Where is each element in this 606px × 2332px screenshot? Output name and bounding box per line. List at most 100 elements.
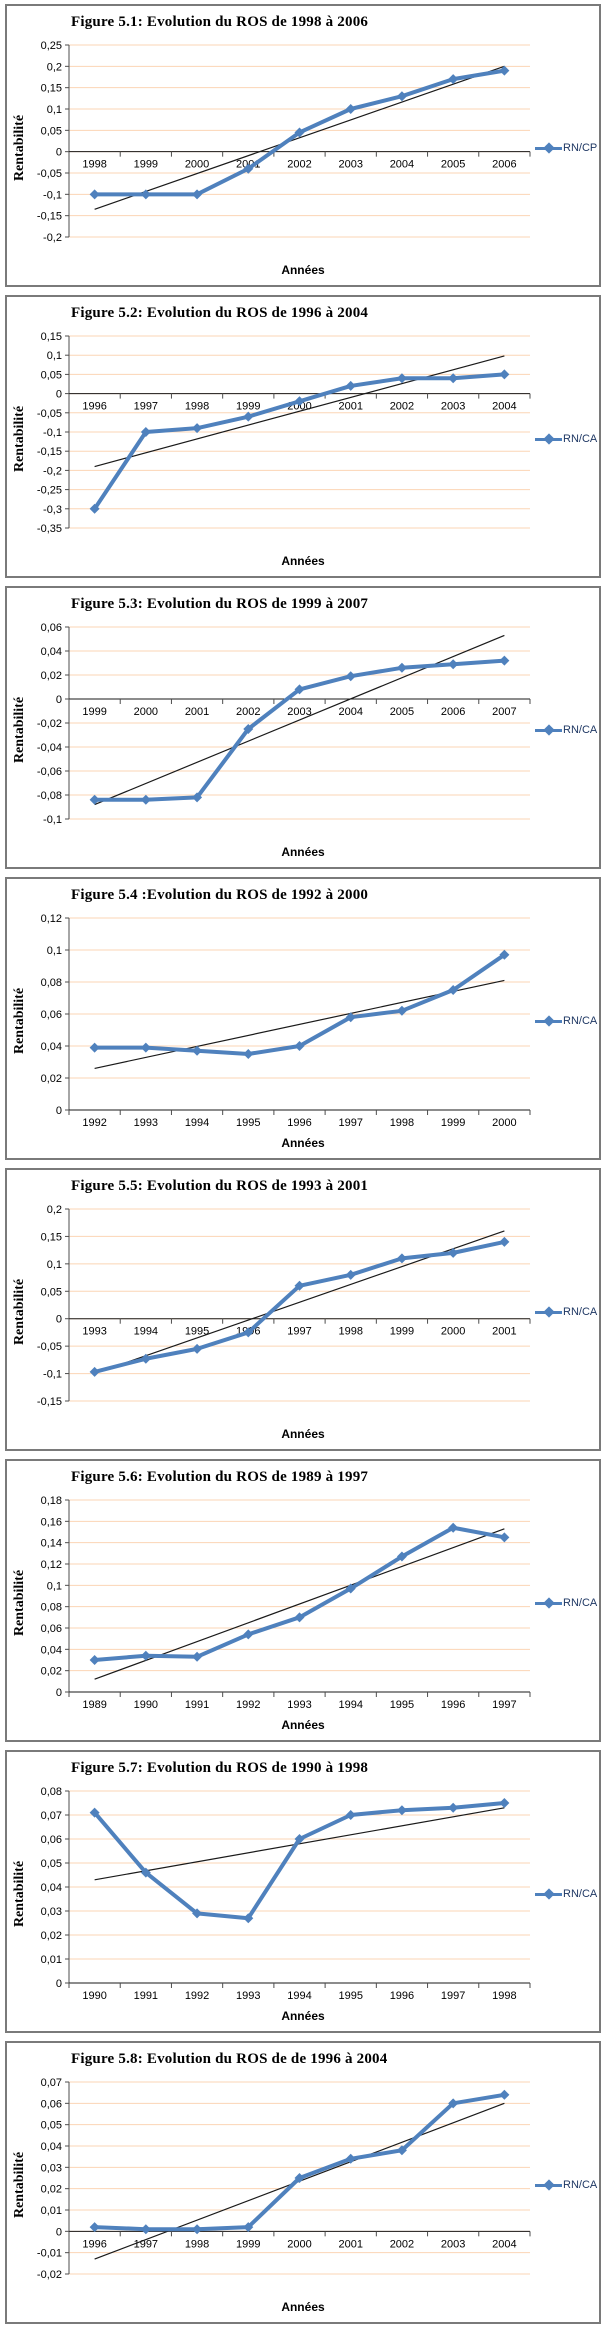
svg-text:2005: 2005 [441, 159, 465, 171]
legend-area: RN/CA [533, 2072, 599, 2298]
chart-body: Rentabilité 0 0,01 0,02 0,03 0,04 0,05 0,06 0,0… [7, 1781, 599, 2007]
chart-title: Figure 5.3: Evolution du ROS de 1999 à 2… [71, 596, 369, 612]
svg-text:1996: 1996 [82, 2238, 106, 2250]
svg-text:1994: 1994 [287, 1990, 311, 2002]
svg-text:0,07: 0,07 [41, 2077, 62, 2089]
svg-text:1996: 1996 [82, 401, 106, 413]
svg-text:-0,02: -0,02 [37, 718, 62, 730]
legend-label: RN/CA [563, 1888, 598, 1900]
svg-text:2000: 2000 [287, 2238, 311, 2250]
svg-text:0,03: 0,03 [41, 1906, 62, 1918]
svg-text:-0,05: -0,05 [37, 1341, 62, 1353]
svg-text:0,1: 0,1 [47, 945, 62, 957]
x-tick-labels: 1990 1991 1992 1993 1994 1995 1996 1997 1998 [82, 1990, 516, 2002]
svg-text:0: 0 [56, 1314, 62, 1326]
chart-plot: -0,15 -0,1 -0,05 0 0,05 0,1 0,15 0,2 1993 1994 199… [37, 1204, 531, 1408]
legend-label: RN/CA [563, 2179, 598, 2191]
svg-text:1993: 1993 [82, 1326, 106, 1338]
svg-text:0,2: 0,2 [47, 1204, 62, 1216]
svg-text:-0,08: -0,08 [37, 790, 62, 802]
svg-text:0,08: 0,08 [41, 977, 62, 989]
chart-title: Figure 5.8: Evolution du ROS de de 1996 … [71, 2051, 388, 2067]
svg-text:1998: 1998 [185, 2238, 209, 2250]
gridlines [69, 1790, 530, 1984]
chart-title: Figure 5.1: Evolution du ROS de 1998 à 2… [71, 14, 369, 30]
axes [65, 44, 531, 238]
svg-text:1993: 1993 [287, 1699, 311, 1711]
x-axis-title: Années [281, 1427, 325, 1441]
svg-text:0,01: 0,01 [41, 1954, 62, 1966]
svg-text:1992: 1992 [236, 1699, 260, 1711]
svg-text:2004: 2004 [390, 159, 414, 171]
y-tick-labels: 0 0,02 0,04 0,06 0,08 0,1 0,12 0,14 0,16 0,18 [41, 1495, 62, 1699]
svg-text:0,04: 0,04 [41, 2141, 62, 2153]
chart-plot: -0,35 -0,3 -0,25 -0,2 -0,15 -0,1 -0,05 0 0,05 0,1… [37, 331, 531, 535]
svg-text:0,06: 0,06 [41, 1623, 62, 1635]
svg-text:0,04: 0,04 [41, 1041, 62, 1053]
diamond-marker-icon [543, 433, 555, 445]
svg-text:2003: 2003 [287, 706, 311, 718]
svg-text:-0,25: -0,25 [37, 485, 62, 497]
x-tick-labels: 1996 1997 1998 1999 2000 2001 2002 2003 2004 [82, 2238, 516, 2250]
svg-text:1995: 1995 [185, 1326, 209, 1338]
y-axis-title-column: Rentabilité [7, 2072, 33, 2298]
trendline [94, 634, 505, 806]
gridlines [69, 44, 530, 238]
x-tick-labels: 1989 1990 1991 1992 1993 1994 1995 1996 1997 [82, 1699, 516, 1711]
y-axis-title: Rentabilité [12, 987, 28, 1055]
x-axis-title: Années [281, 845, 325, 859]
svg-text:0,05: 0,05 [41, 1286, 62, 1298]
svg-text:0: 0 [56, 389, 62, 401]
svg-text:1999: 1999 [441, 1117, 465, 1129]
svg-text:2005: 2005 [390, 706, 414, 718]
y-axis-title: Rentabilité [12, 114, 28, 182]
svg-text:0,15: 0,15 [41, 1231, 62, 1243]
svg-text:0,04: 0,04 [41, 1882, 62, 1894]
x-axis-title: Années [281, 2009, 325, 2023]
svg-text:-0,05: -0,05 [37, 168, 62, 180]
svg-text:0,12: 0,12 [41, 913, 62, 925]
chart-panel-5-4: Figure 5.4 :Evolution du ROS de 1992 à 2… [5, 877, 601, 1160]
svg-text:0,08: 0,08 [41, 1602, 62, 1614]
svg-text:0,15: 0,15 [41, 83, 62, 95]
y-tick-labels: -0,02 -0,01 0 0,01 0,02 0,03 0,04 0,05 0,06 0,07 [37, 2077, 62, 2281]
svg-text:1990: 1990 [82, 1990, 106, 2002]
chart-panel-5-6: Figure 5.6: Evolution du ROS de 1989 à 1… [5, 1459, 601, 1742]
svg-text:0,06: 0,06 [41, 1834, 62, 1846]
chart-body: Rentabilité -0,15 -0,1 -0,05 0 0,05 0,1 0,15 0,… [7, 1199, 599, 1425]
svg-text:2006: 2006 [492, 159, 516, 171]
svg-text:-0,1: -0,1 [43, 814, 62, 826]
x-tick-labels: 1999 2000 2001 2002 2003 2004 2005 2006 2007 [82, 706, 516, 718]
axes [65, 626, 531, 820]
axes [65, 917, 531, 1115]
chart-body: Rentabilité -0,35 -0,3 -0,25 -0,2 -0,15 -0,1-… [7, 326, 599, 552]
axes [65, 1208, 531, 1402]
chart-title: Figure 5.7: Evolution du ROS de 1990 à 1… [71, 1760, 369, 1776]
series-markers [89, 2089, 510, 2235]
svg-text:0: 0 [56, 1105, 62, 1117]
svg-text:1993: 1993 [134, 1117, 158, 1129]
svg-text:0,25: 0,25 [41, 40, 62, 52]
legend-line-diamond-icon [535, 1306, 562, 1318]
chart-plot: 0 0,02 0,04 0,06 0,08 0,1 0,12 0,14 0,16 0,18 1989… [41, 1495, 531, 1711]
legend-area: RN/CA [533, 326, 599, 552]
chart-title: Figure 5.6: Evolution du ROS de 1989 à 1… [71, 1469, 369, 1485]
svg-text:1997: 1997 [338, 1117, 362, 1129]
svg-text:2002: 2002 [390, 401, 414, 413]
y-axis-title-column: Rentabilité [7, 326, 33, 552]
svg-text:1997: 1997 [492, 1699, 516, 1711]
svg-text:0,18: 0,18 [41, 1495, 62, 1507]
svg-text:1995: 1995 [390, 1699, 414, 1711]
chart-body: Rentabilité -0,2 -0,15 -0,1 -0,05 0 0,05 0,1 0,… [7, 35, 599, 261]
y-axis-title: Rentabilité [12, 1569, 28, 1637]
diamond-marker-icon [543, 1015, 555, 1027]
x-axis-title: Années [281, 2300, 325, 2314]
chart-plot: 0 0,02 0,04 0,06 0,08 0,1 0,12 1992 1993 1994 1995… [41, 913, 531, 1129]
legend: RN/CA [535, 1015, 597, 1027]
legend-area: RN/CA [533, 617, 599, 843]
svg-text:2004: 2004 [492, 401, 516, 413]
svg-text:0: 0 [56, 694, 62, 706]
svg-text:2002: 2002 [287, 159, 311, 171]
trendline [94, 65, 505, 210]
chart-panel-5-7: Figure 5.7: Evolution du ROS de 1990 à 1… [5, 1750, 601, 2033]
